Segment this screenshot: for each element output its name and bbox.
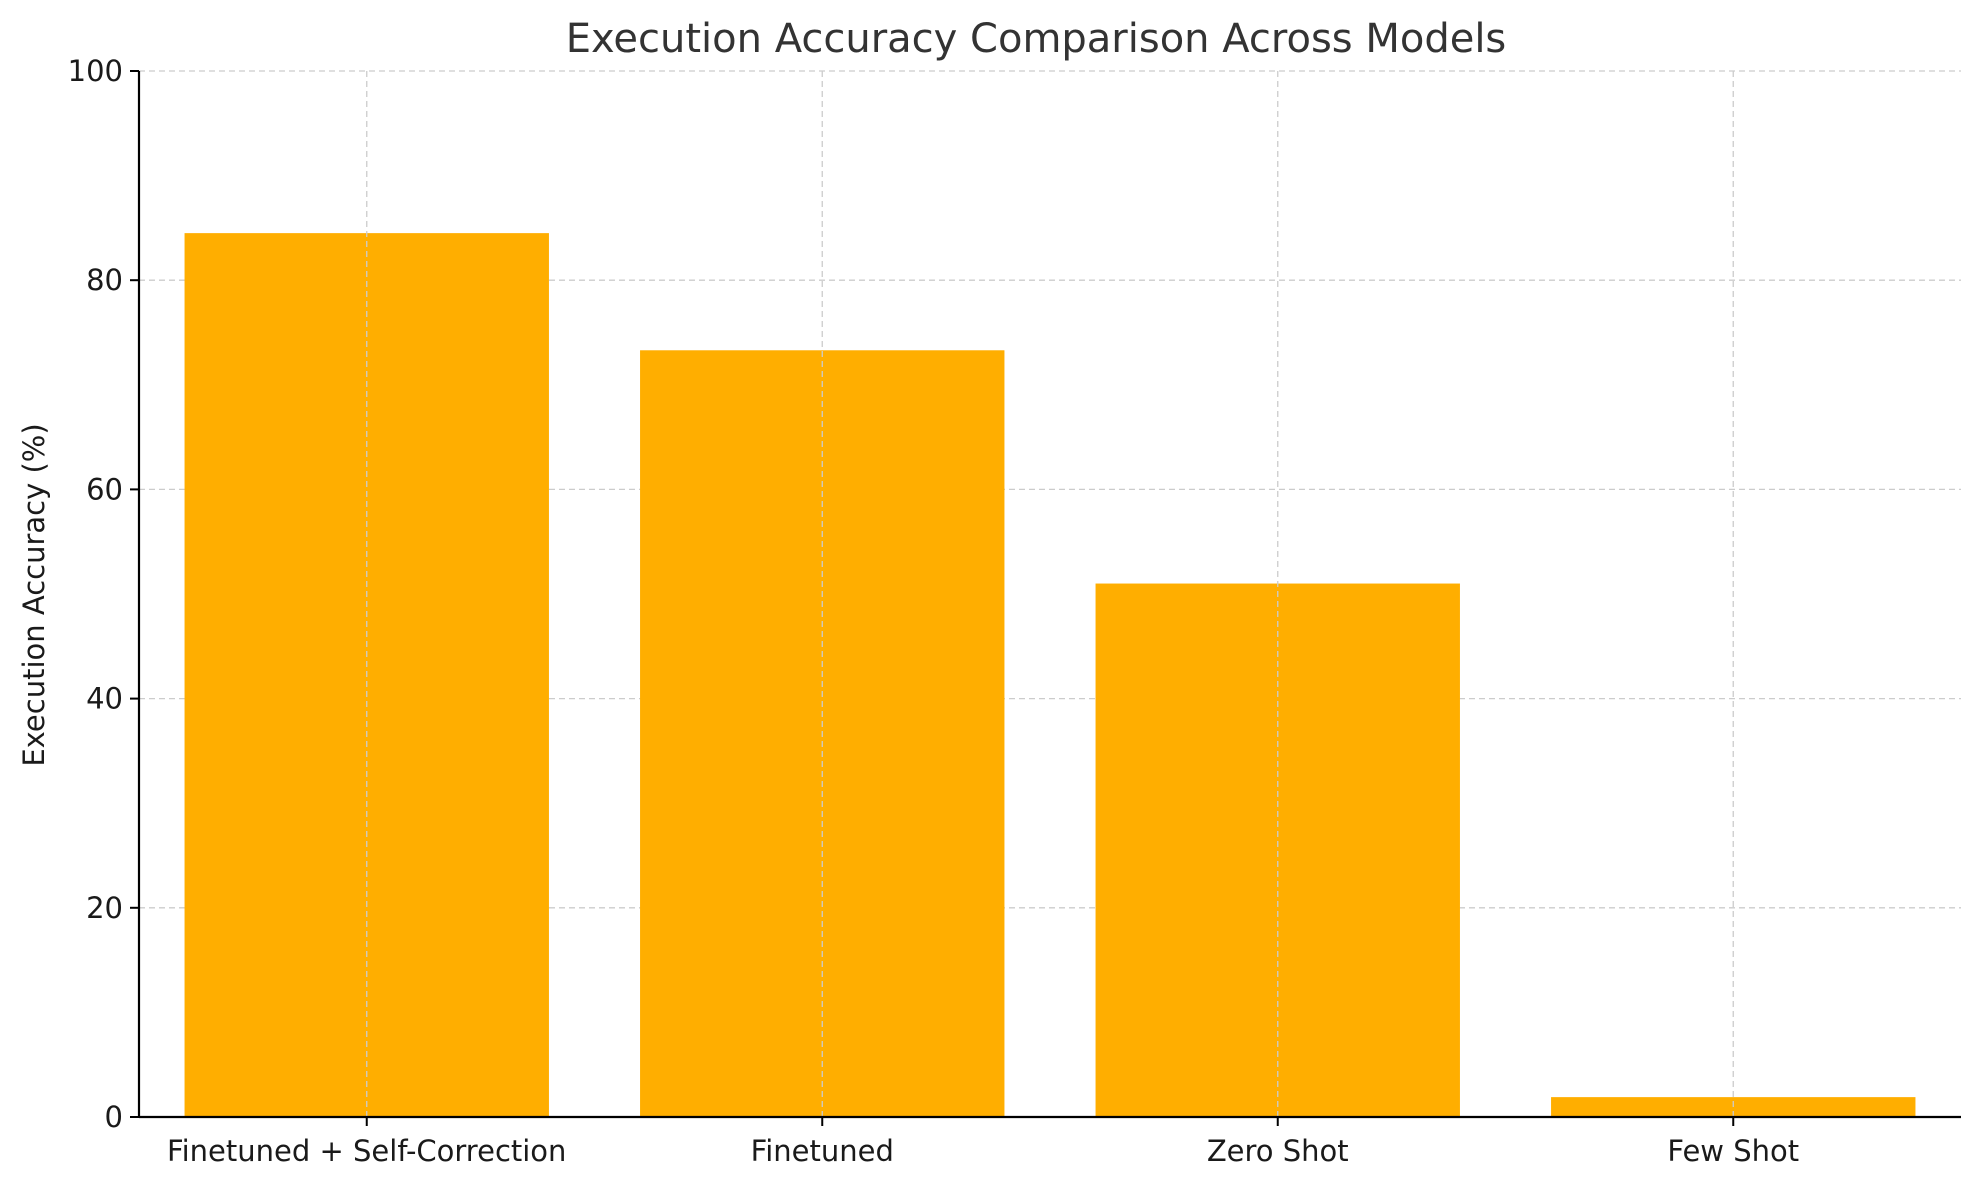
x-ticks: Finetuned + Self-Correction Finetuned Zero…: [167, 1117, 1799, 1168]
y-ticks: 0 20 40 60 80 100: [68, 54, 139, 1134]
y-axis-label: Execution Accuracy (%): [17, 423, 51, 766]
x-tick-label: Finetuned: [751, 1134, 894, 1168]
bars: [184, 233, 1916, 1118]
axes: [137, 71, 1961, 1119]
y-tick-label: 20: [86, 891, 123, 925]
y-tick-label: 100: [68, 54, 123, 88]
x-tick-label: Few Shot: [1667, 1134, 1799, 1168]
x-tick-label: Zero Shot: [1207, 1134, 1349, 1168]
x-tick-label: Finetuned + Self-Correction: [167, 1134, 566, 1168]
chart-title: Execution Accuracy Comparison Across Mod…: [566, 16, 1507, 62]
y-tick-label: 80: [86, 263, 123, 297]
bar: [1551, 1097, 1916, 1117]
vertical-grid-lines: [366, 71, 1734, 1117]
y-tick-label: 40: [86, 682, 123, 716]
y-tick-label: 0: [105, 1100, 123, 1134]
y-tick-label: 60: [86, 472, 123, 506]
